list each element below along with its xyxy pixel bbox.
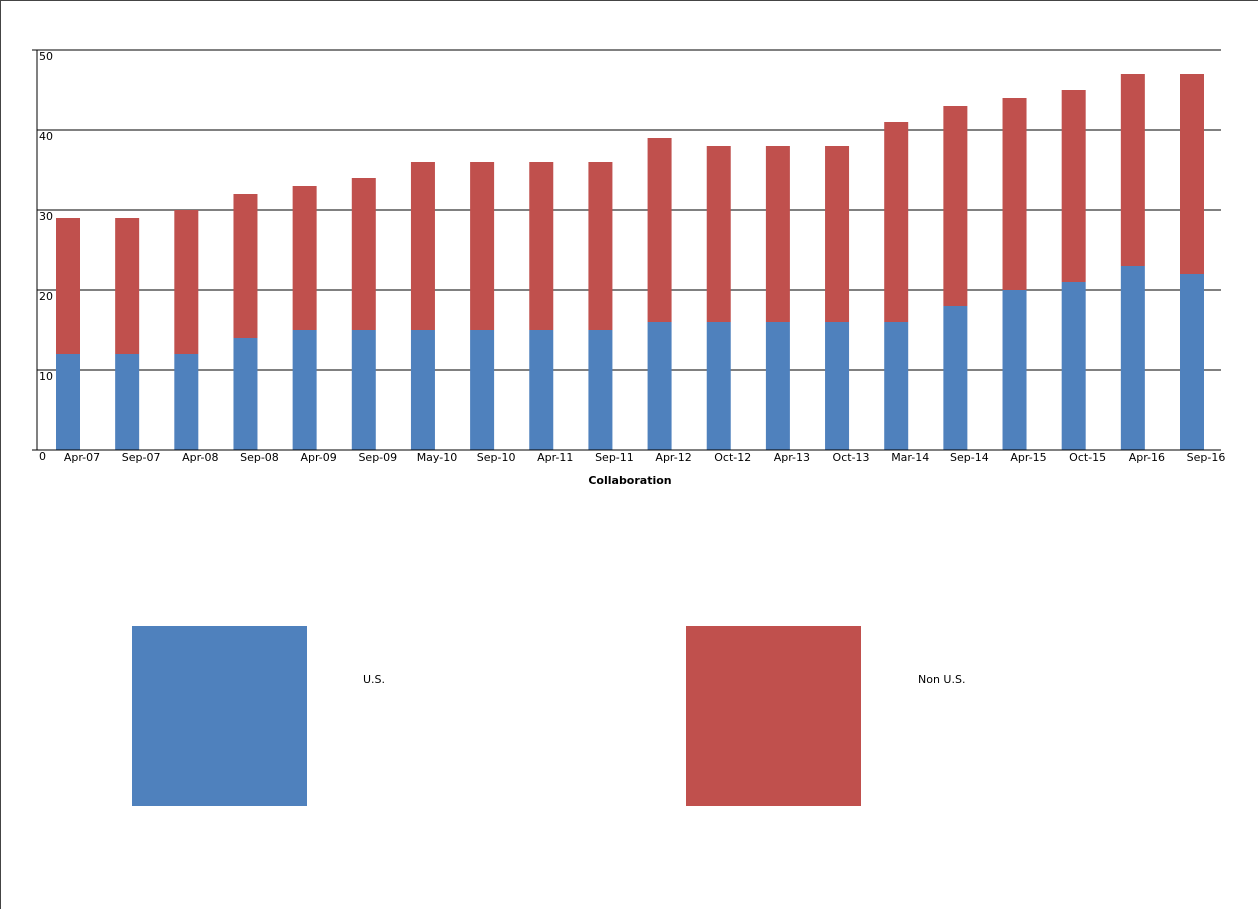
bar-non-u-s	[943, 106, 968, 306]
bar-non-u-s	[56, 218, 80, 354]
bar-non-u-s	[588, 162, 613, 330]
bar-u-s	[174, 354, 199, 450]
bar-u-s	[1180, 274, 1204, 450]
y-tick-label: 0	[39, 450, 46, 463]
bar-non-u-s	[292, 186, 317, 330]
bar-u-s	[706, 322, 731, 450]
x-tick-label: Apr-11	[537, 451, 573, 464]
legend-label: Non U.S.	[918, 673, 966, 686]
x-tick-label: Apr-13	[774, 451, 810, 464]
bar-u-s	[470, 330, 495, 450]
bar-non-u-s	[884, 122, 909, 322]
x-axis-title: Collaboration	[588, 474, 671, 487]
x-tick-label: Apr-12	[655, 451, 691, 464]
bar-non-u-s	[410, 162, 435, 330]
bar-u-s	[943, 306, 968, 450]
bar-u-s	[56, 354, 80, 450]
bar-non-u-s	[1002, 98, 1027, 290]
bar-non-u-s	[529, 162, 554, 330]
x-tick-label: Oct-13	[833, 451, 870, 464]
bar-non-u-s	[351, 178, 376, 330]
y-tick-label: 30	[39, 210, 53, 223]
x-tick-label: Apr-15	[1010, 451, 1046, 464]
bar-u-s	[1120, 266, 1145, 450]
x-tick-label: Oct-15	[1069, 451, 1106, 464]
x-tick-label: Apr-07	[64, 451, 100, 464]
bar-non-u-s	[233, 194, 258, 338]
bar-u-s	[115, 354, 140, 450]
bar-u-s	[292, 330, 317, 450]
x-tick-label: Apr-16	[1129, 451, 1165, 464]
x-tick-label: Sep-10	[477, 451, 516, 464]
x-tick-label: Sep-16	[1187, 451, 1226, 464]
x-tick-label: Sep-14	[950, 451, 989, 464]
bar-u-s	[647, 322, 672, 450]
bar-u-s	[1061, 282, 1086, 450]
bar-u-s	[884, 322, 909, 450]
bar-u-s	[825, 322, 850, 450]
bar-u-s	[1002, 290, 1027, 450]
legend-swatch	[686, 626, 861, 806]
x-tick-label: Mar-14	[891, 451, 929, 464]
bar-non-u-s	[1061, 90, 1086, 282]
y-tick-label: 10	[39, 370, 53, 383]
x-tick-label: Apr-08	[182, 451, 218, 464]
y-tick-label: 50	[39, 50, 53, 63]
bar-u-s	[233, 338, 258, 450]
x-tick-label: Sep-09	[358, 451, 397, 464]
bar-non-u-s	[1180, 74, 1204, 274]
bar-u-s	[765, 322, 790, 450]
legend-swatch	[132, 626, 307, 806]
x-tick-label: Sep-11	[595, 451, 634, 464]
bar-non-u-s	[470, 162, 495, 330]
bar-non-u-s	[825, 146, 850, 322]
bar-u-s	[529, 330, 554, 450]
x-tick-label: Oct-12	[714, 451, 751, 464]
x-tick-label: Sep-07	[122, 451, 161, 464]
bar-u-s	[410, 330, 435, 450]
legend-label: U.S.	[363, 673, 386, 686]
bar-non-u-s	[706, 146, 731, 322]
y-tick-label: 20	[39, 290, 53, 303]
bar-u-s	[351, 330, 376, 450]
bar-u-s	[588, 330, 613, 450]
bar-non-u-s	[647, 138, 672, 322]
x-tick-label: May-10	[417, 451, 458, 464]
x-tick-label: Sep-08	[240, 451, 279, 464]
bar-non-u-s	[765, 146, 790, 322]
bar-non-u-s	[1120, 74, 1145, 266]
x-tick-label: Apr-09	[300, 451, 336, 464]
bar-non-u-s	[174, 210, 199, 354]
y-tick-label: 40	[39, 130, 53, 143]
bar-non-u-s	[115, 218, 140, 354]
